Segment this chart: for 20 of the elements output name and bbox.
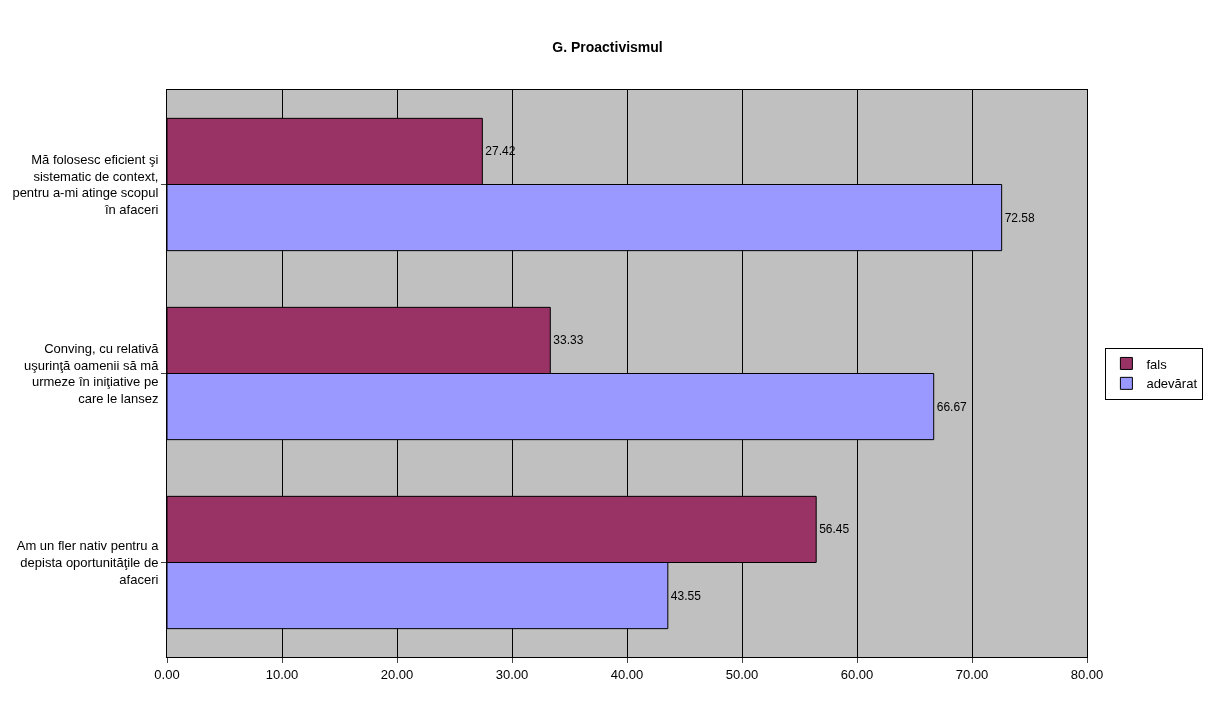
- x-tick-label: 60.00: [840, 666, 874, 682]
- legend-label: fals: [1146, 356, 1168, 372]
- chart-title: G. Proactivismul: [552, 39, 663, 56]
- x-tick-label: 80.00: [1070, 666, 1104, 682]
- x-tick-label: 10.00: [265, 666, 299, 682]
- y-tick-label: Mă folosesc eficient şi sistematic de context, pentru a-mi atinge scopul în afaceri: [12, 151, 159, 218]
- data-label: 72.58: [1004, 210, 1036, 225]
- x-tick-label: 0.00: [154, 666, 180, 682]
- data-label: 33.33: [553, 333, 584, 348]
- y-tick-label: Conving, cu relativă uşurinţă oamenii să mă urmeze în iniţiative pe care le lansez: [23, 340, 160, 407]
- x-tick-label: 50.00: [725, 666, 759, 682]
- data-label: 43.55: [670, 588, 702, 603]
- x-tick-label: 70.00: [955, 666, 989, 682]
- legend-label: adevărat: [1146, 376, 1198, 392]
- y-tick-label: Am un fler nativ pentru a depista oportunităţile de afaceri: [16, 538, 160, 587]
- x-tick-label: 40.00: [610, 666, 644, 682]
- x-tick-label: 20.00: [380, 666, 414, 682]
- data-label: 66.67: [936, 399, 968, 414]
- data-label: 56.45: [819, 522, 850, 537]
- x-tick-label: 30.00: [495, 666, 529, 682]
